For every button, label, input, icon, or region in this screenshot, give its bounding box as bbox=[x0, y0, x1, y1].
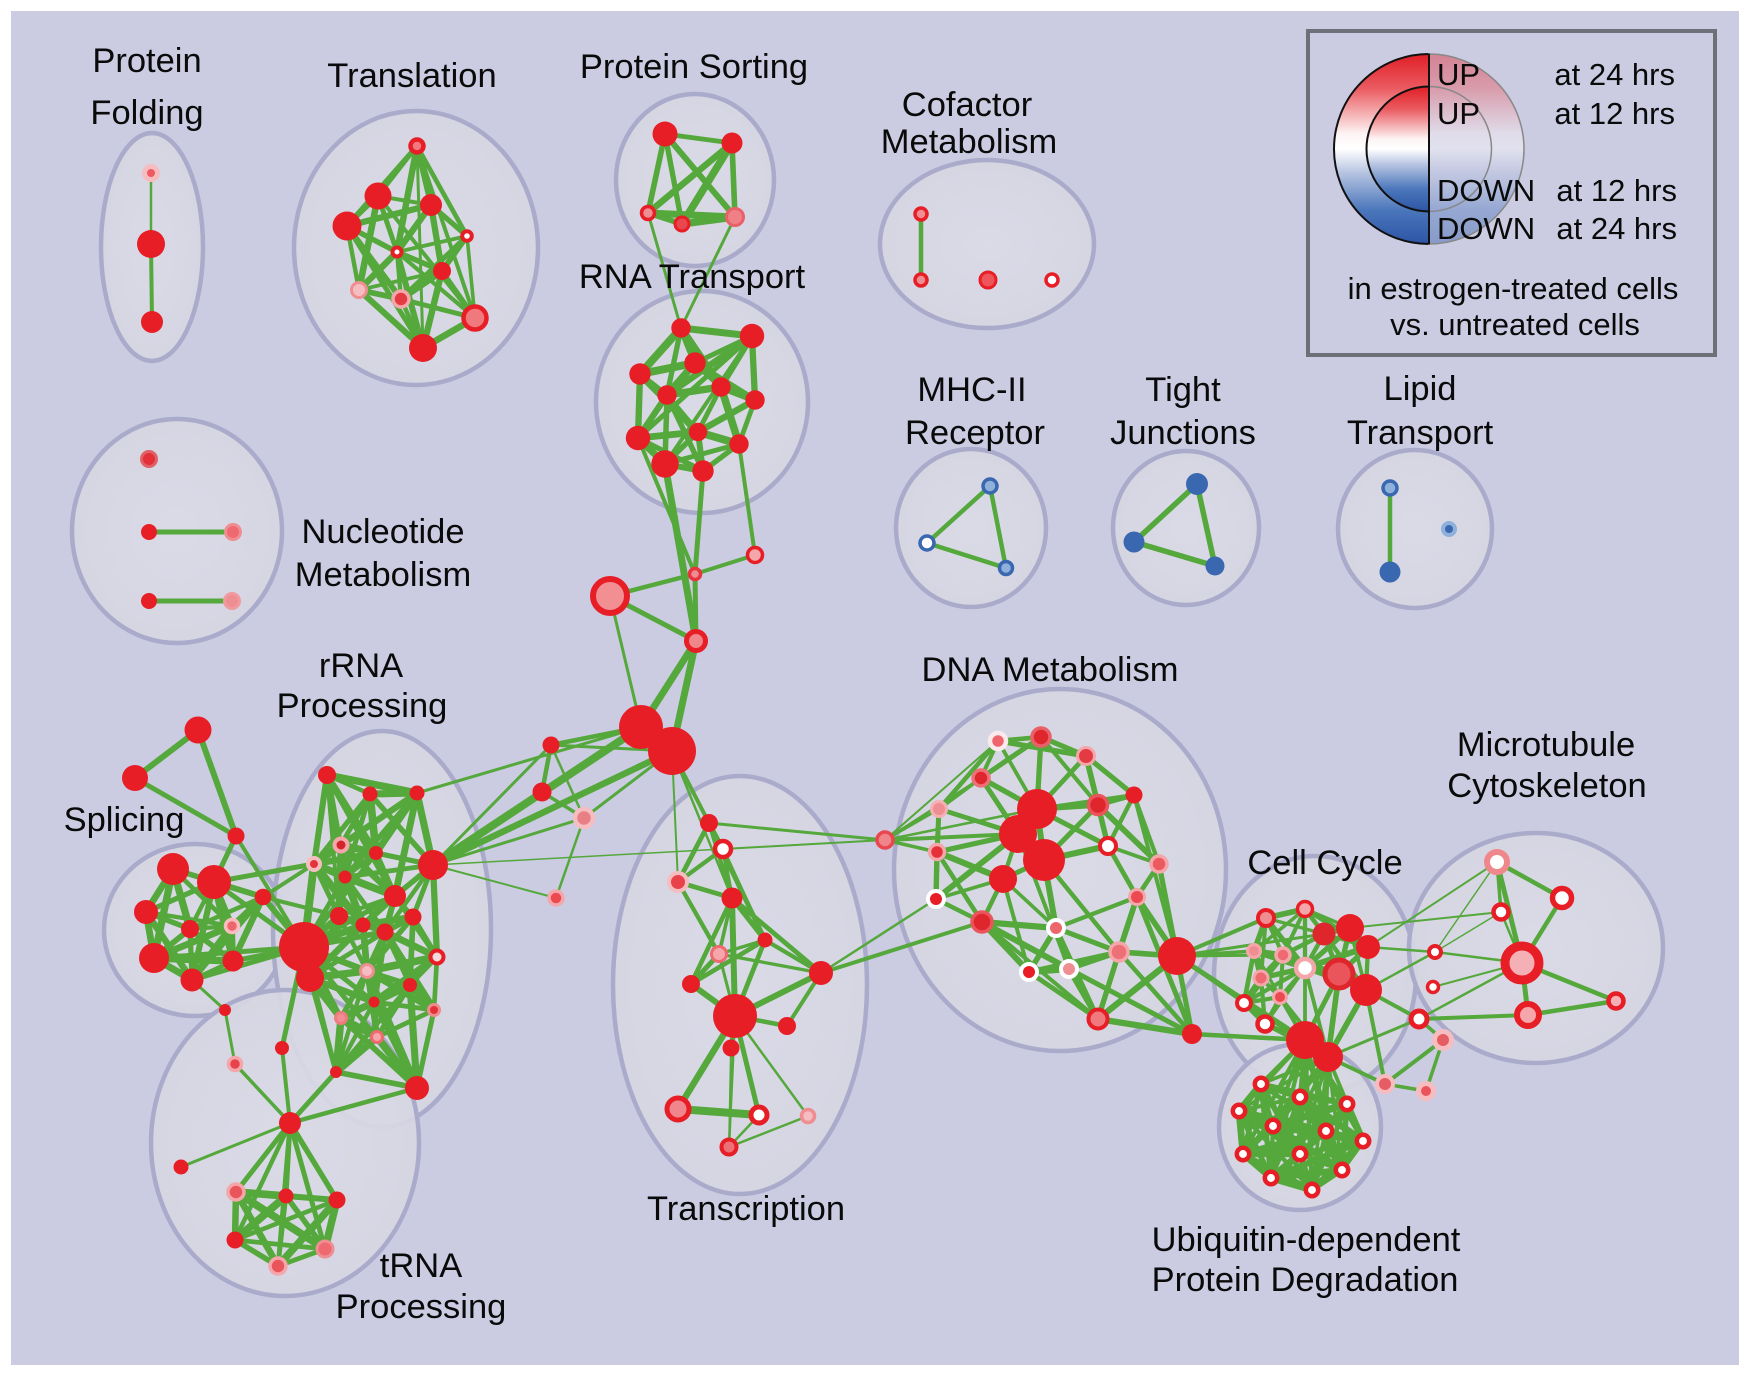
svg-text:MHC-II: MHC-II bbox=[917, 371, 1026, 409]
svg-text:at 12 hrs: at 12 hrs bbox=[1554, 96, 1675, 131]
svg-text:rRNA: rRNA bbox=[319, 647, 403, 685]
svg-text:Microtubule: Microtubule bbox=[1457, 726, 1635, 764]
svg-text:at 24 hrs: at 24 hrs bbox=[1556, 211, 1677, 246]
svg-text:Lipid: Lipid bbox=[1384, 370, 1457, 408]
svg-text:Protein Degradation: Protein Degradation bbox=[1152, 1261, 1459, 1299]
svg-text:Protein: Protein bbox=[92, 42, 201, 80]
svg-text:Processing: Processing bbox=[277, 687, 448, 725]
svg-text:Cytoskeleton: Cytoskeleton bbox=[1447, 767, 1646, 805]
svg-text:at 24 hrs: at 24 hrs bbox=[1554, 57, 1675, 92]
svg-text:Cofactor: Cofactor bbox=[902, 86, 1032, 124]
svg-text:Cell Cycle: Cell Cycle bbox=[1247, 844, 1402, 882]
svg-text:in estrogen-treated cells: in estrogen-treated cells bbox=[1348, 271, 1679, 306]
svg-text:Junctions: Junctions bbox=[1110, 414, 1256, 452]
svg-text:UP: UP bbox=[1437, 96, 1480, 131]
svg-text:tRNA: tRNA bbox=[380, 1247, 462, 1285]
svg-text:Protein Sorting: Protein Sorting bbox=[580, 48, 808, 86]
svg-text:vs. untreated cells: vs. untreated cells bbox=[1390, 307, 1640, 342]
svg-text:Receptor: Receptor bbox=[905, 414, 1045, 452]
svg-text:DOWN: DOWN bbox=[1437, 173, 1535, 208]
svg-text:Metabolism: Metabolism bbox=[295, 556, 471, 594]
svg-text:DNA Metabolism: DNA Metabolism bbox=[922, 651, 1179, 689]
svg-text:RNA Transport: RNA Transport bbox=[579, 258, 806, 296]
svg-text:Folding: Folding bbox=[90, 94, 203, 132]
svg-text:Tight: Tight bbox=[1145, 371, 1221, 409]
svg-text:at 12 hrs: at 12 hrs bbox=[1556, 173, 1677, 208]
svg-text:DOWN: DOWN bbox=[1437, 211, 1535, 246]
svg-text:Translation: Translation bbox=[327, 57, 496, 95]
svg-text:Nucleotide: Nucleotide bbox=[301, 513, 464, 551]
svg-text:Ubiquitin-dependent: Ubiquitin-dependent bbox=[1152, 1221, 1461, 1259]
svg-text:Splicing: Splicing bbox=[64, 801, 185, 839]
svg-text:Metabolism: Metabolism bbox=[881, 123, 1057, 161]
svg-text:Transcription: Transcription bbox=[647, 1190, 845, 1228]
svg-text:Transport: Transport bbox=[1347, 414, 1494, 452]
svg-text:Processing: Processing bbox=[336, 1288, 507, 1326]
svg-text:UP: UP bbox=[1437, 57, 1480, 92]
